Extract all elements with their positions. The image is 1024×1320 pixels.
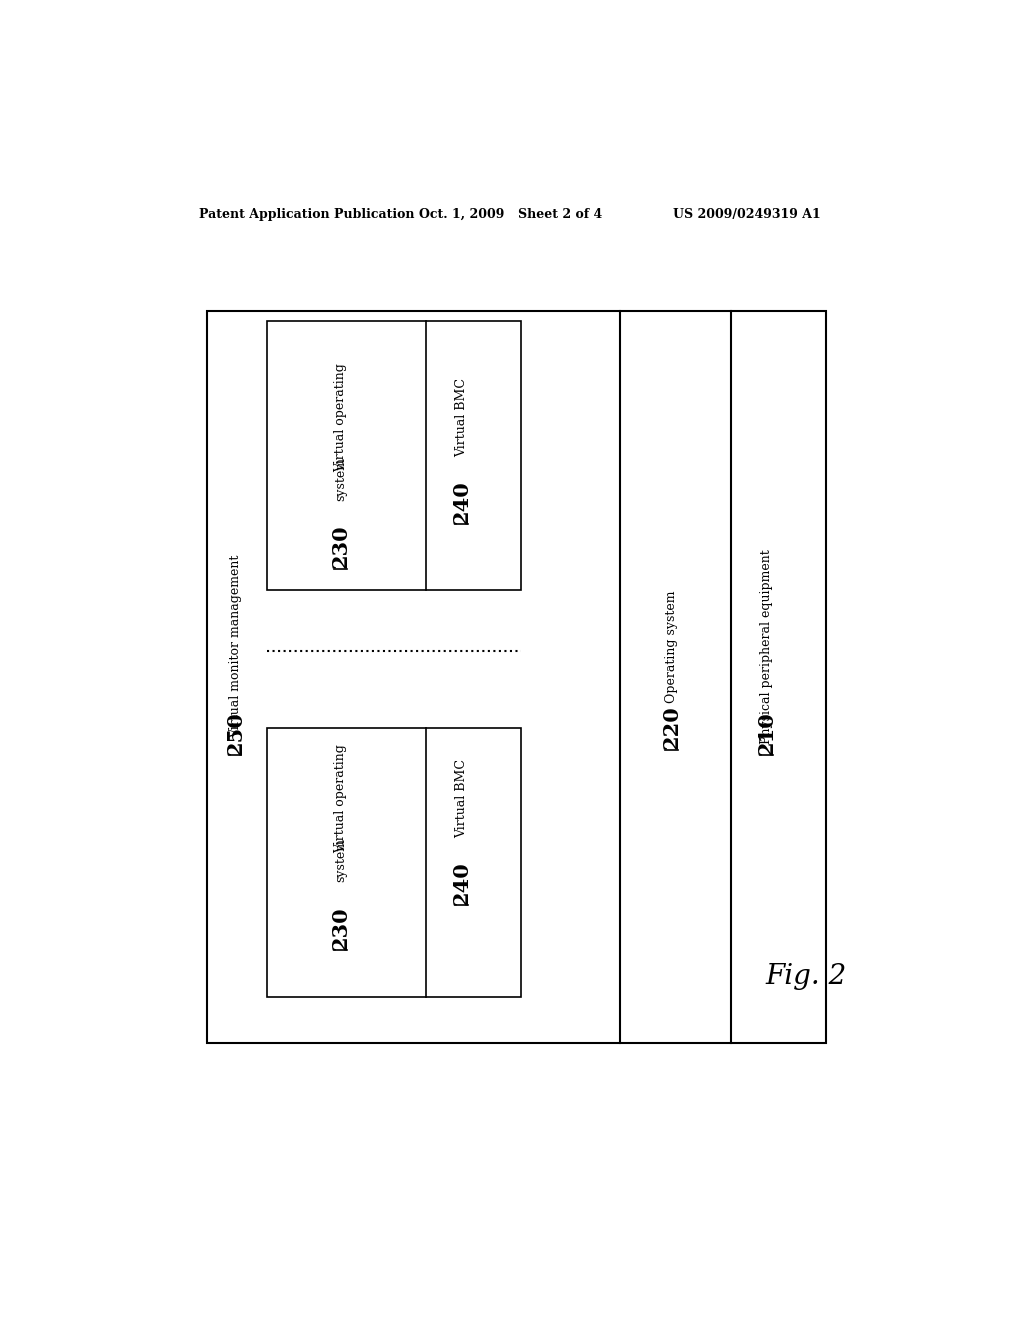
Text: Sheet 2 of 4: Sheet 2 of 4: [518, 207, 603, 220]
Text: Physical peripheral equipment: Physical peripheral equipment: [761, 549, 773, 743]
Text: Virtual operating: Virtual operating: [334, 744, 347, 853]
Text: 240: 240: [452, 861, 471, 906]
Text: Virtual BMC: Virtual BMC: [455, 759, 468, 838]
Text: 210: 210: [757, 710, 777, 755]
Bar: [207, 312, 826, 1043]
Text: system: system: [334, 457, 347, 500]
Text: Oct. 1, 2009: Oct. 1, 2009: [419, 207, 504, 220]
Text: 230: 230: [331, 906, 350, 949]
Text: US 2009/0249319 A1: US 2009/0249319 A1: [673, 207, 821, 220]
Text: Virtual operating: Virtual operating: [334, 363, 347, 473]
Text: Patent Application Publication: Patent Application Publication: [200, 207, 415, 220]
Text: system: system: [334, 838, 347, 882]
Text: 220: 220: [662, 706, 682, 750]
Text: Fig. 2: Fig. 2: [766, 964, 847, 990]
Bar: [267, 727, 521, 997]
Text: 250: 250: [225, 710, 245, 755]
Text: Operating system: Operating system: [666, 590, 678, 702]
Text: 230: 230: [331, 525, 350, 569]
Bar: [267, 321, 521, 590]
Text: Virtual monitor management: Virtual monitor management: [228, 554, 242, 738]
Text: Virtual BMC: Virtual BMC: [455, 378, 468, 457]
Text: 240: 240: [452, 480, 471, 524]
